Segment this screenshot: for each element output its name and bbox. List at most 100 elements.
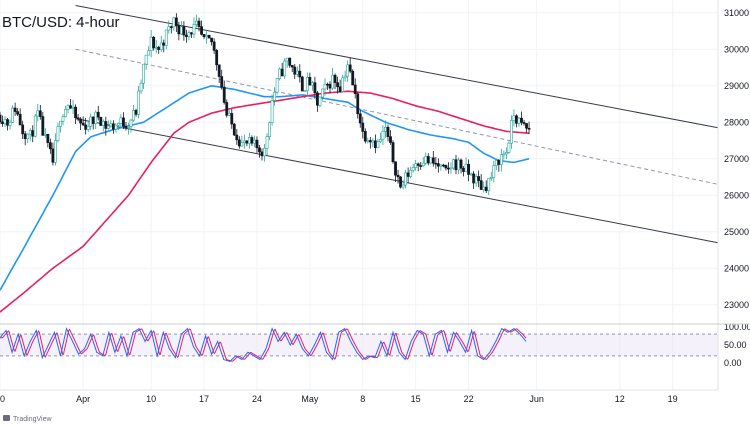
candle bbox=[472, 171, 476, 190]
candle-body bbox=[379, 139, 382, 142]
candle bbox=[341, 74, 345, 93]
candle-body bbox=[235, 134, 239, 141]
candle-body bbox=[16, 111, 20, 115]
candle-body bbox=[305, 77, 309, 91]
candle bbox=[31, 125, 35, 143]
candle-body bbox=[494, 160, 498, 166]
candle-body bbox=[310, 82, 314, 86]
candle-body bbox=[177, 25, 181, 35]
candle bbox=[444, 164, 448, 171]
candle bbox=[33, 113, 37, 138]
candle bbox=[227, 108, 231, 117]
candle bbox=[396, 169, 400, 184]
channel-mid-line bbox=[75, 48, 719, 185]
candle-body bbox=[84, 124, 88, 130]
candle-body bbox=[444, 165, 448, 169]
candle bbox=[278, 67, 282, 81]
tradingview-brand: TradingView bbox=[13, 416, 52, 423]
candle-body bbox=[74, 106, 77, 119]
candle-body bbox=[134, 110, 138, 115]
candle bbox=[13, 102, 17, 116]
candle-body bbox=[3, 119, 7, 125]
candle-body bbox=[212, 41, 216, 51]
candle-body bbox=[366, 140, 370, 142]
candle bbox=[358, 110, 362, 128]
candle bbox=[255, 136, 259, 153]
price-tick-label: 28000 bbox=[724, 117, 749, 127]
candle bbox=[343, 70, 347, 82]
candle bbox=[313, 76, 317, 99]
candle-body bbox=[91, 116, 95, 124]
candle-body bbox=[348, 64, 352, 72]
candle-body bbox=[117, 123, 120, 126]
candle-body bbox=[71, 106, 75, 109]
candle-body bbox=[295, 70, 299, 75]
candle bbox=[401, 179, 405, 190]
candle-body bbox=[399, 176, 402, 188]
candle bbox=[290, 64, 294, 73]
candle-body bbox=[419, 165, 423, 167]
candle bbox=[114, 123, 118, 133]
candle-body bbox=[210, 37, 214, 43]
candle-body bbox=[353, 84, 357, 94]
price-tick-label: 29000 bbox=[724, 81, 749, 91]
candle bbox=[280, 62, 284, 77]
oscillator-layer: 0.00 50.00 100.00 bbox=[0, 322, 750, 368]
candle-body bbox=[119, 117, 123, 124]
candle-body bbox=[81, 122, 85, 126]
candle bbox=[164, 29, 168, 50]
candle bbox=[462, 166, 465, 177]
candle-body bbox=[482, 186, 486, 190]
candle bbox=[373, 134, 377, 154]
candle-body bbox=[64, 109, 67, 118]
candle bbox=[117, 122, 120, 130]
candle-body bbox=[316, 92, 319, 106]
candle-body bbox=[28, 130, 32, 135]
candle bbox=[127, 122, 130, 135]
sma-fast-line bbox=[0, 84, 530, 291]
candle-body bbox=[439, 164, 443, 167]
candle-body bbox=[300, 76, 304, 92]
candle-body bbox=[197, 20, 201, 27]
candle-body bbox=[129, 119, 133, 127]
candle-body bbox=[323, 83, 327, 90]
candle bbox=[419, 162, 423, 170]
candle bbox=[409, 166, 413, 179]
candle-body bbox=[318, 96, 322, 106]
candle bbox=[1, 115, 4, 127]
candle-body bbox=[162, 42, 166, 46]
candle bbox=[449, 162, 453, 174]
candle bbox=[391, 140, 395, 164]
candle-body bbox=[13, 107, 17, 112]
candle bbox=[149, 30, 153, 58]
candle-body bbox=[326, 83, 329, 86]
candle-body bbox=[479, 180, 483, 190]
candle bbox=[79, 117, 83, 131]
candle-body bbox=[328, 83, 332, 89]
candle-body bbox=[26, 133, 30, 140]
candle-body bbox=[489, 177, 493, 179]
candle bbox=[64, 105, 67, 118]
candle bbox=[157, 45, 161, 54]
candle-body bbox=[227, 113, 231, 116]
candle-body bbox=[122, 117, 125, 127]
candle bbox=[18, 108, 22, 126]
candle bbox=[288, 57, 292, 68]
candle bbox=[323, 78, 327, 96]
candle bbox=[69, 98, 72, 109]
candle bbox=[305, 72, 309, 96]
candle bbox=[205, 30, 208, 44]
candle bbox=[230, 108, 234, 129]
candle bbox=[399, 176, 402, 189]
candle-body bbox=[69, 105, 72, 109]
candle-body bbox=[258, 147, 261, 153]
candle bbox=[139, 79, 143, 95]
candle bbox=[56, 122, 60, 143]
candle bbox=[137, 85, 140, 119]
candle bbox=[124, 122, 128, 131]
price-tick-label: 25000 bbox=[724, 227, 749, 237]
candle bbox=[265, 133, 269, 156]
tradingview-logo[interactable]: TradingView bbox=[3, 415, 52, 423]
